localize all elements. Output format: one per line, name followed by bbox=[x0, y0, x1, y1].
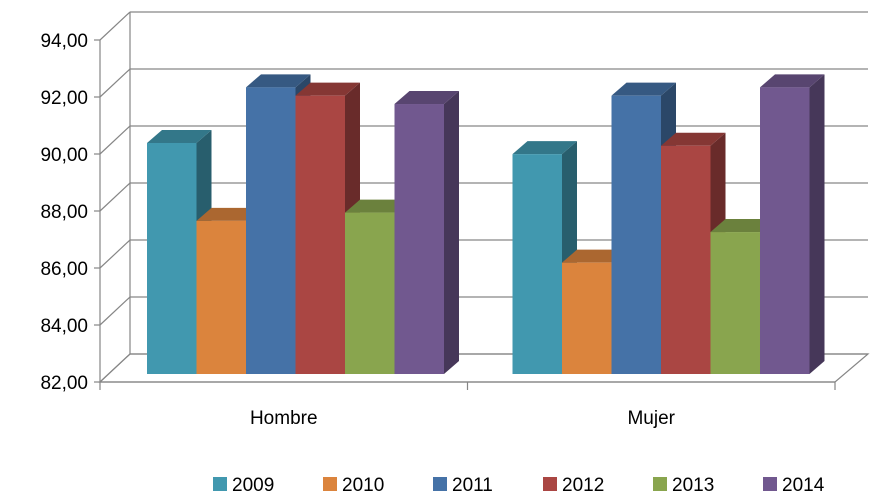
gridline-side bbox=[99, 353, 131, 383]
bar-side bbox=[809, 74, 825, 375]
bar-front bbox=[196, 220, 246, 374]
legend-swatch bbox=[433, 477, 447, 491]
bar-top bbox=[295, 82, 360, 96]
bar-top bbox=[760, 74, 825, 88]
legend-item: 2011 bbox=[433, 475, 493, 496]
legend-item: 2013 bbox=[653, 475, 714, 496]
bar-front bbox=[345, 212, 395, 374]
y-tick-label: 94,00 bbox=[40, 31, 88, 52]
legend-swatch bbox=[763, 477, 777, 491]
bar-top bbox=[611, 82, 676, 96]
legend-item: 2012 bbox=[543, 475, 604, 496]
x-axis bbox=[99, 381, 836, 390]
category-label: Hombre bbox=[250, 408, 318, 429]
legend-label: 2013 bbox=[672, 475, 714, 496]
y-axis-ticks: 82,00 84,00 86,00 88,00 90,00 92,00 94,00 bbox=[40, 31, 88, 394]
bars bbox=[147, 74, 825, 375]
y-tick-label: 86,00 bbox=[40, 259, 88, 280]
bar-top bbox=[710, 219, 775, 233]
legend-label: 2011 bbox=[452, 475, 493, 496]
bar bbox=[394, 91, 459, 375]
legend-item: 2009 bbox=[213, 475, 274, 496]
legend-item: 2014 bbox=[763, 475, 825, 496]
bar-top bbox=[345, 199, 410, 213]
bar-front bbox=[246, 87, 296, 375]
bar-top bbox=[196, 207, 261, 221]
bar-front bbox=[661, 145, 711, 374]
legend-label: 2014 bbox=[782, 475, 825, 496]
gridline-side bbox=[99, 11, 131, 41]
bar-top bbox=[512, 141, 577, 155]
legend-label: 2010 bbox=[342, 475, 384, 496]
y-tick-label: 90,00 bbox=[40, 145, 88, 166]
legend-swatch bbox=[543, 477, 557, 491]
gridline-side bbox=[99, 125, 131, 155]
bar-front bbox=[760, 87, 810, 375]
bar-top bbox=[147, 129, 212, 143]
bar-top bbox=[246, 74, 311, 88]
bar-front bbox=[394, 104, 444, 375]
legend-label: 2012 bbox=[562, 475, 604, 496]
legend: 2009 2010 2011 2012 2013 2014 bbox=[213, 475, 825, 496]
legend-label: 2009 bbox=[232, 475, 274, 496]
gridline-side bbox=[99, 68, 131, 98]
gridline-side bbox=[99, 296, 131, 326]
bar-front bbox=[611, 95, 661, 375]
legend-swatch bbox=[323, 477, 337, 491]
legend-swatch bbox=[653, 477, 667, 491]
bar-front bbox=[710, 232, 760, 374]
bar-side bbox=[444, 91, 459, 375]
bar-top bbox=[394, 91, 459, 105]
legend-swatch bbox=[213, 477, 227, 491]
bar-front bbox=[295, 95, 345, 375]
y-tick-label: 92,00 bbox=[40, 88, 88, 109]
bar-top bbox=[661, 132, 726, 146]
y-tick-label: 88,00 bbox=[40, 202, 88, 223]
bar-front bbox=[147, 142, 197, 374]
bar-front bbox=[512, 154, 562, 374]
gridline-side bbox=[99, 239, 131, 269]
bar-front bbox=[562, 262, 612, 374]
gridline-side bbox=[99, 182, 131, 212]
bar-top bbox=[562, 249, 627, 263]
category-label: Mujer bbox=[627, 408, 675, 429]
bar bbox=[760, 74, 825, 375]
category-labels: Hombre Mujer bbox=[250, 408, 676, 429]
y-tick-label: 84,00 bbox=[40, 316, 88, 337]
legend-item: 2010 bbox=[323, 475, 384, 496]
y-tick-label: 82,00 bbox=[40, 373, 88, 394]
